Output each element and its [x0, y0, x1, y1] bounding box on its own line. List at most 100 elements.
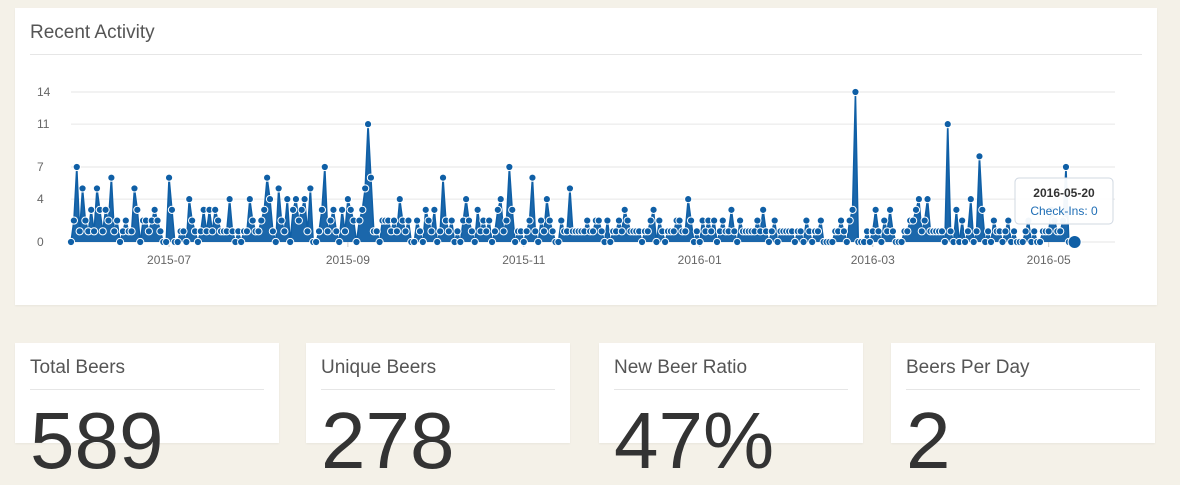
tooltip-date: 2016-05-20: [1033, 186, 1095, 200]
data-point: [314, 227, 324, 236]
data-point: [294, 216, 303, 225]
data-point: [614, 216, 624, 225]
data-point: [490, 227, 500, 236]
data-point: [496, 195, 505, 204]
data-point: [888, 227, 898, 236]
data-point: [505, 162, 514, 172]
data-point: [718, 216, 727, 225]
data-point: [444, 227, 453, 236]
data-point: [1030, 227, 1039, 236]
data-point: [185, 195, 194, 204]
data-point: [911, 205, 921, 214]
data-point: [346, 205, 355, 214]
data-point: [1018, 237, 1027, 247]
data-point: [283, 195, 292, 204]
data-point: [291, 195, 301, 204]
data-point: [943, 120, 952, 129]
data-point: [712, 237, 722, 247]
data-point: [260, 205, 269, 214]
data-point: [920, 216, 929, 225]
data-point: [565, 184, 575, 193]
data-point: [343, 195, 352, 204]
data-point: [773, 237, 782, 247]
data-point: [225, 195, 234, 204]
data-point: [851, 87, 860, 97]
data-point: [242, 227, 252, 236]
data-point: [649, 205, 658, 214]
data-point: [268, 227, 277, 236]
data-point: [707, 227, 716, 236]
data-point: [332, 227, 341, 236]
data-point: [361, 184, 370, 193]
data-point: [499, 227, 508, 236]
data-point: [828, 237, 837, 247]
activity-chart[interactable]: 0 4 7 11 14 2015-07 2015-09 2015-11 2016-01 2016-…: [15, 8, 1157, 305]
data-point: [937, 227, 947, 236]
data-point: [848, 205, 857, 214]
beers-per-day-value: 2: [906, 396, 951, 485]
data-point: [456, 237, 465, 247]
data-point: [127, 227, 136, 236]
data-point: [358, 205, 367, 214]
data-point: [306, 184, 315, 193]
data-point: [583, 216, 592, 225]
data-point: [528, 173, 537, 182]
data-point: [433, 237, 442, 247]
x-tick-label: 2015-07: [147, 253, 191, 267]
data-point: [392, 227, 401, 236]
data-point: [998, 237, 1007, 247]
data-point: [669, 227, 678, 236]
data-point: [164, 173, 174, 182]
data-point: [372, 227, 381, 236]
data-point: [363, 120, 373, 129]
data-point: [842, 237, 851, 247]
title-divider: [30, 389, 264, 390]
tooltip-box: [1014, 177, 1114, 225]
data-point: [730, 227, 739, 236]
data-point: [1035, 237, 1045, 247]
data-point: [759, 205, 768, 214]
data-point: [1061, 162, 1071, 172]
title-divider: [321, 389, 555, 390]
total-beers-value: 589: [30, 396, 164, 485]
y-tick-label: 14: [37, 85, 51, 99]
data-point: [156, 227, 165, 236]
data-point: [87, 205, 96, 214]
data-point: [1056, 227, 1065, 236]
data-point: [78, 184, 87, 193]
data-point: [173, 237, 182, 247]
data-point: [375, 237, 384, 247]
y-tick-label: 7: [37, 160, 44, 174]
data-point: [554, 237, 563, 247]
data-point: [288, 205, 298, 214]
y-tick-label: 11: [37, 117, 50, 131]
series-area: [71, 92, 1075, 242]
data-point: [66, 237, 76, 247]
data-point: [447, 216, 456, 225]
data-point: [597, 227, 606, 236]
data-point: [421, 205, 430, 214]
data-point: [401, 227, 410, 236]
title-divider: [614, 389, 848, 390]
data-point: [162, 237, 171, 247]
data-point: [975, 152, 984, 161]
data-point: [254, 227, 263, 236]
data-point: [104, 216, 113, 225]
data-point: [265, 195, 275, 204]
data-point: [245, 195, 254, 204]
data-point: [617, 227, 626, 236]
data-point: [153, 216, 162, 225]
data-point: [92, 184, 102, 193]
data-point: [966, 195, 975, 204]
beers-per-day-title: Beers Per Day: [906, 357, 1030, 378]
data-point: [366, 173, 376, 182]
data-point: [274, 184, 283, 193]
x-tick-label: 2015-09: [326, 253, 370, 267]
data-point: [767, 227, 776, 236]
data-point: [923, 195, 932, 204]
data-point: [337, 205, 347, 214]
data-point: [395, 195, 404, 204]
data-point: [453, 227, 462, 236]
data-point: [681, 227, 690, 236]
data-point: [845, 216, 854, 225]
